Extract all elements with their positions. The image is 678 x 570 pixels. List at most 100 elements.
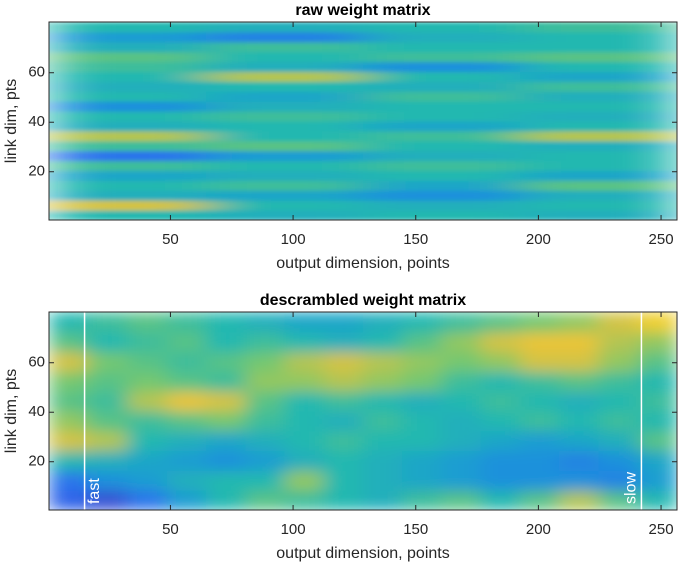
cell — [206, 200, 364, 211]
cell — [363, 81, 521, 92]
cell — [49, 170, 207, 181]
cell — [520, 170, 677, 181]
cell — [323, 450, 364, 471]
cell — [284, 331, 325, 353]
cell — [49, 190, 207, 201]
cell — [402, 450, 442, 471]
cell — [363, 22, 521, 33]
cell — [402, 351, 442, 372]
cell — [206, 91, 364, 102]
cell — [598, 470, 639, 491]
cell — [363, 391, 403, 412]
cell — [363, 150, 521, 162]
cell — [323, 351, 364, 372]
cell — [49, 81, 207, 92]
heatmap-area — [49, 22, 677, 220]
cell — [363, 430, 403, 452]
cell — [206, 312, 246, 333]
cell — [520, 61, 677, 72]
cell — [363, 31, 521, 43]
cell — [363, 101, 521, 112]
cell — [284, 470, 325, 491]
cell — [441, 450, 482, 471]
cell — [206, 140, 364, 152]
x-tick-label: 100 — [281, 231, 306, 248]
cell — [49, 430, 89, 452]
cell — [88, 450, 128, 471]
cell — [127, 391, 168, 412]
cell — [520, 190, 677, 201]
cell — [206, 101, 364, 112]
cell — [49, 31, 207, 43]
cell — [598, 391, 639, 412]
cell — [245, 450, 285, 471]
cell — [206, 111, 364, 122]
cell — [245, 331, 285, 353]
cell — [49, 111, 207, 122]
cell — [559, 391, 599, 412]
cell — [520, 101, 677, 112]
cell — [637, 351, 677, 372]
cell — [49, 71, 207, 82]
y-tick-label: 40 — [28, 403, 45, 420]
cell — [49, 312, 89, 333]
cell — [598, 351, 639, 372]
cell — [520, 351, 560, 372]
cell — [127, 351, 168, 372]
cell — [245, 391, 285, 412]
cell — [323, 391, 364, 412]
cell — [88, 371, 128, 392]
cell — [88, 331, 128, 353]
cell — [49, 371, 89, 392]
cell — [245, 351, 285, 372]
cell — [88, 312, 128, 333]
cell — [520, 41, 677, 53]
cell — [363, 130, 521, 142]
cell — [520, 450, 560, 471]
cell — [520, 160, 677, 171]
cell — [323, 490, 364, 510]
cell — [637, 490, 677, 510]
cell — [206, 22, 364, 33]
cell — [49, 101, 207, 112]
cell — [206, 331, 246, 353]
cell — [49, 210, 207, 220]
cell — [206, 411, 246, 432]
cell — [363, 351, 403, 372]
cell — [363, 41, 521, 53]
cell — [441, 430, 482, 452]
axes-box — [48, 21, 678, 221]
cell — [49, 22, 207, 33]
cell — [363, 140, 521, 152]
cell — [441, 371, 482, 392]
cell — [520, 490, 560, 510]
cell — [49, 450, 89, 471]
cell — [637, 411, 677, 432]
cell — [402, 490, 442, 510]
cell — [480, 450, 521, 471]
cell — [284, 450, 325, 471]
cell — [206, 391, 246, 412]
cell — [520, 22, 677, 33]
cell — [206, 170, 364, 181]
x-tick-label: 200 — [526, 231, 551, 248]
cell — [323, 371, 364, 392]
heatmap-area — [49, 312, 677, 510]
cell — [206, 180, 364, 191]
cell — [284, 490, 325, 510]
x-axis-label: output dimension, points — [276, 545, 449, 562]
cell — [49, 200, 207, 211]
cell — [520, 31, 677, 43]
cell — [598, 331, 639, 353]
x-tick-label: 100 — [281, 521, 306, 538]
cell — [323, 430, 364, 452]
chart-title: descrambled weight matrix — [260, 292, 466, 309]
cell — [363, 170, 521, 181]
cell — [284, 430, 325, 452]
cell — [402, 391, 442, 412]
cell — [480, 331, 521, 353]
cell — [206, 41, 364, 53]
cell — [166, 391, 207, 412]
cell — [88, 430, 128, 452]
cell — [441, 331, 482, 353]
